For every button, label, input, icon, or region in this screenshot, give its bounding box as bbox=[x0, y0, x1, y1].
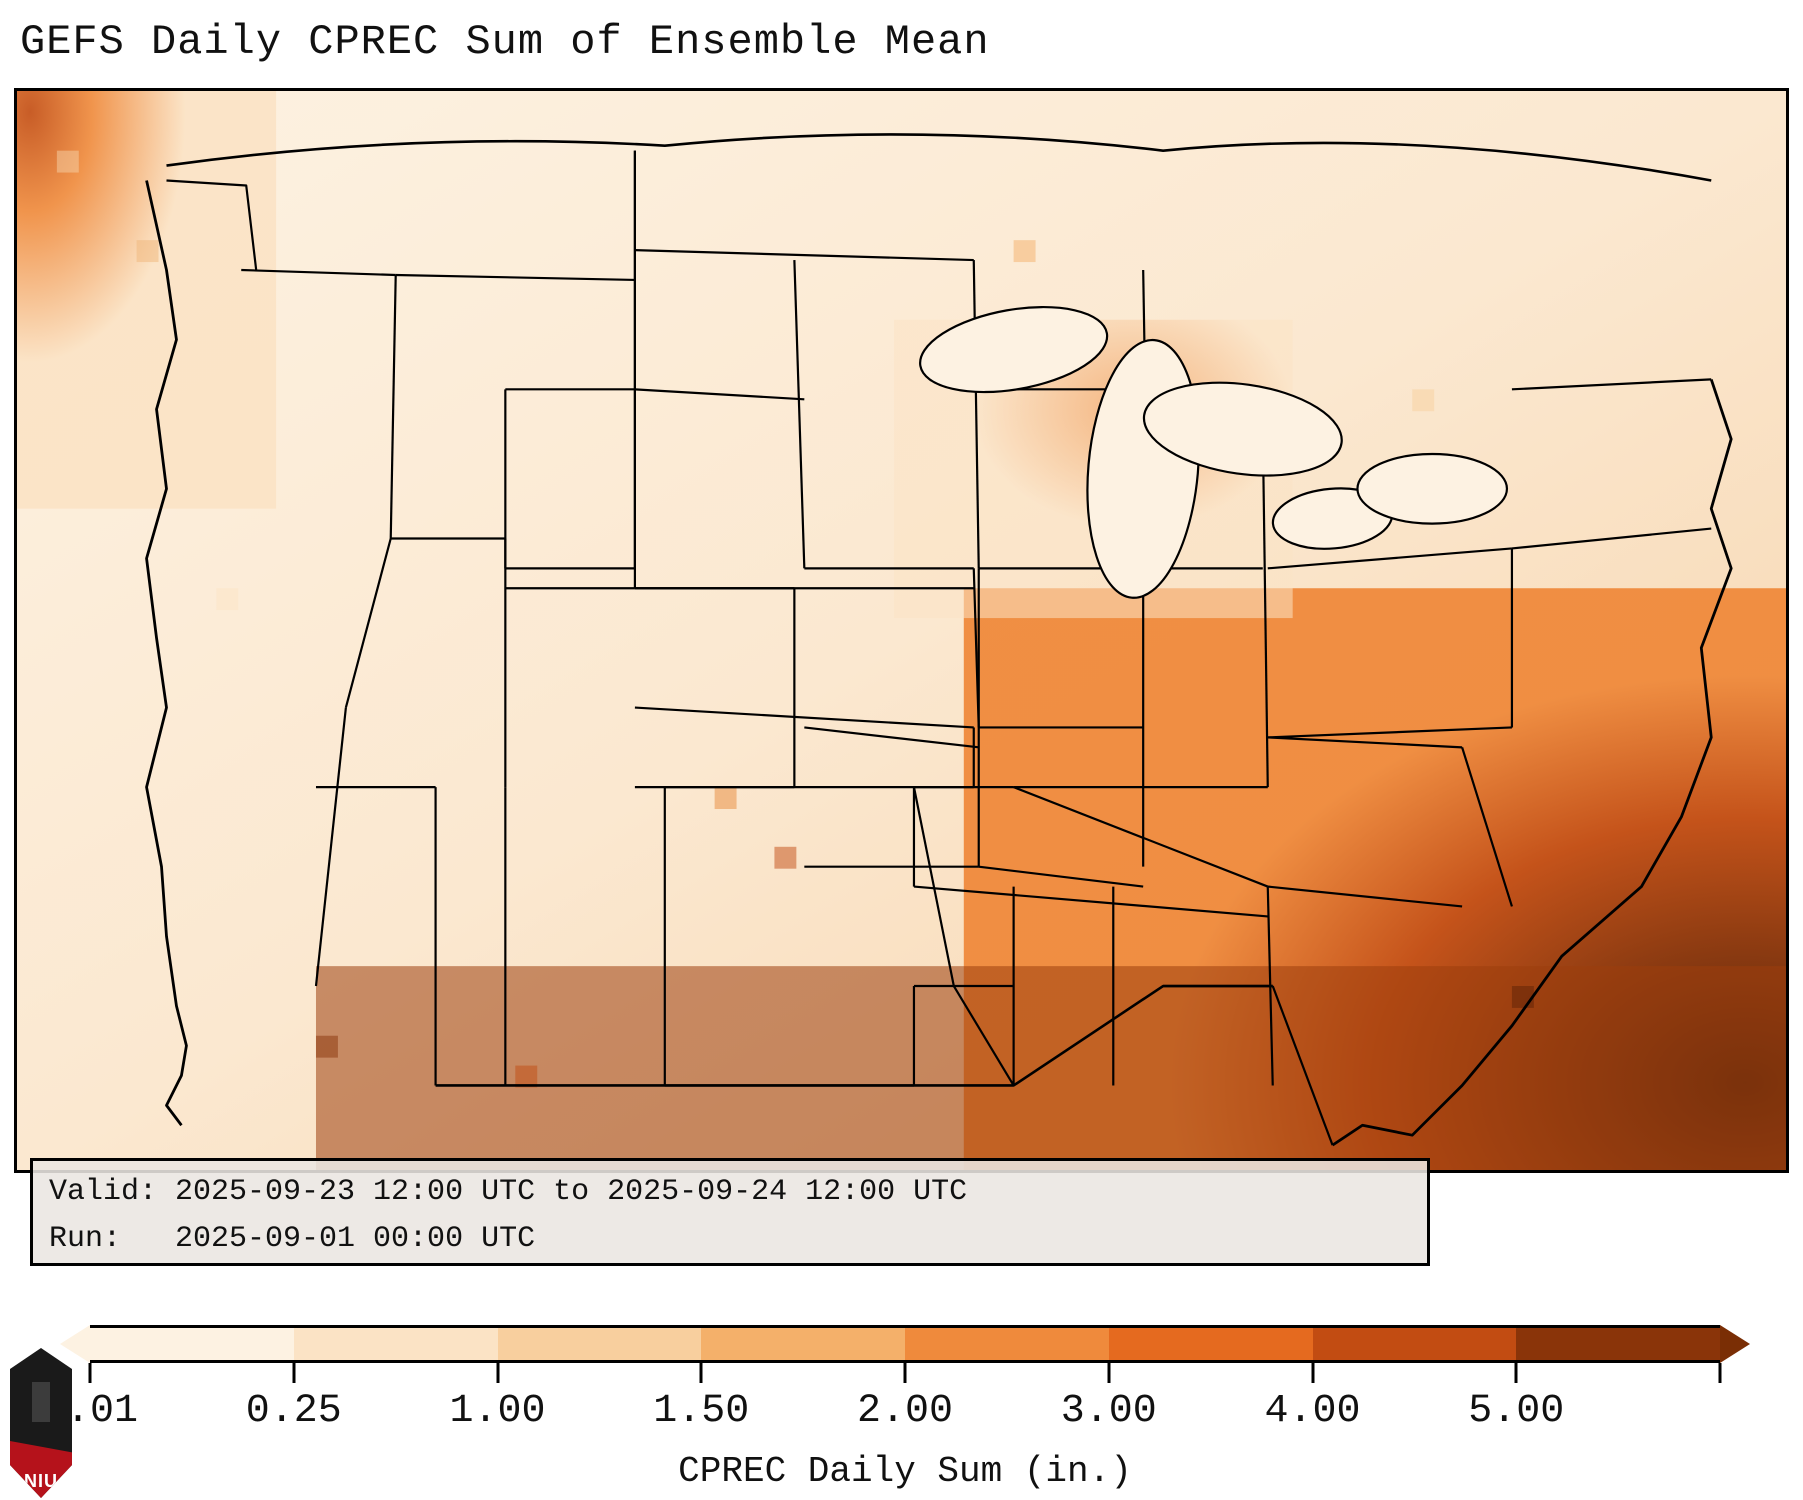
precipitation-map bbox=[14, 88, 1789, 1173]
colorbar-segment-1 bbox=[90, 1325, 294, 1363]
colorbar-label-4: 2.00 bbox=[857, 1389, 953, 1434]
niu-text-label: NIU bbox=[10, 1471, 72, 1492]
colorbar-segment-3 bbox=[498, 1325, 702, 1363]
niu-tower-icon bbox=[26, 1362, 56, 1422]
colorbar-label-5: 3.00 bbox=[1061, 1389, 1157, 1434]
colorbar-segment-6 bbox=[1109, 1325, 1313, 1363]
colorbar-label-2: 1.00 bbox=[449, 1389, 545, 1434]
colorbar-labels: 0.01 0.25 1.00 1.50 2.00 3.00 4.00 5.00 bbox=[90, 1389, 1720, 1437]
page-title: GEFS Daily CPREC Sum of Ensemble Mean bbox=[20, 18, 990, 66]
colorbar-arrow-high bbox=[1720, 1325, 1750, 1363]
colorbar-segment-5 bbox=[905, 1325, 1109, 1363]
niu-red-banner: NIU bbox=[10, 1441, 72, 1498]
colorbar-axis-title: CPREC Daily Sum (in.) bbox=[60, 1451, 1750, 1492]
niu-logo: NIU bbox=[10, 1348, 72, 1498]
colorbar-ticks bbox=[90, 1363, 1720, 1383]
run-line: Run: 2025-09-01 00:00 UTC bbox=[49, 1216, 1411, 1263]
colorbar-label-7: 5.00 bbox=[1468, 1389, 1564, 1434]
valid-line: Valid: 2025-09-23 12:00 UTC to 2025-09-2… bbox=[49, 1169, 1411, 1216]
colorbar-label-1: 0.25 bbox=[246, 1389, 342, 1434]
colorbar-label-6: 4.00 bbox=[1264, 1389, 1360, 1434]
colorbar-segment-4 bbox=[701, 1325, 905, 1363]
colorbar-label-3: 1.50 bbox=[653, 1389, 749, 1434]
colorbar-gradient[interactable] bbox=[60, 1325, 1750, 1363]
niu-shield-icon: NIU bbox=[10, 1348, 72, 1498]
colorbar-segment-7 bbox=[1313, 1325, 1517, 1363]
info-box: Valid: 2025-09-23 12:00 UTC to 2025-09-2… bbox=[30, 1158, 1430, 1266]
colorbar-container: 0.01 0.25 1.00 1.50 2.00 3.00 4.00 5.00 … bbox=[60, 1325, 1750, 1492]
colorbar-segment-2 bbox=[294, 1325, 498, 1363]
colorbar-segment-8 bbox=[1516, 1325, 1720, 1363]
map-svg bbox=[17, 91, 1786, 1170]
